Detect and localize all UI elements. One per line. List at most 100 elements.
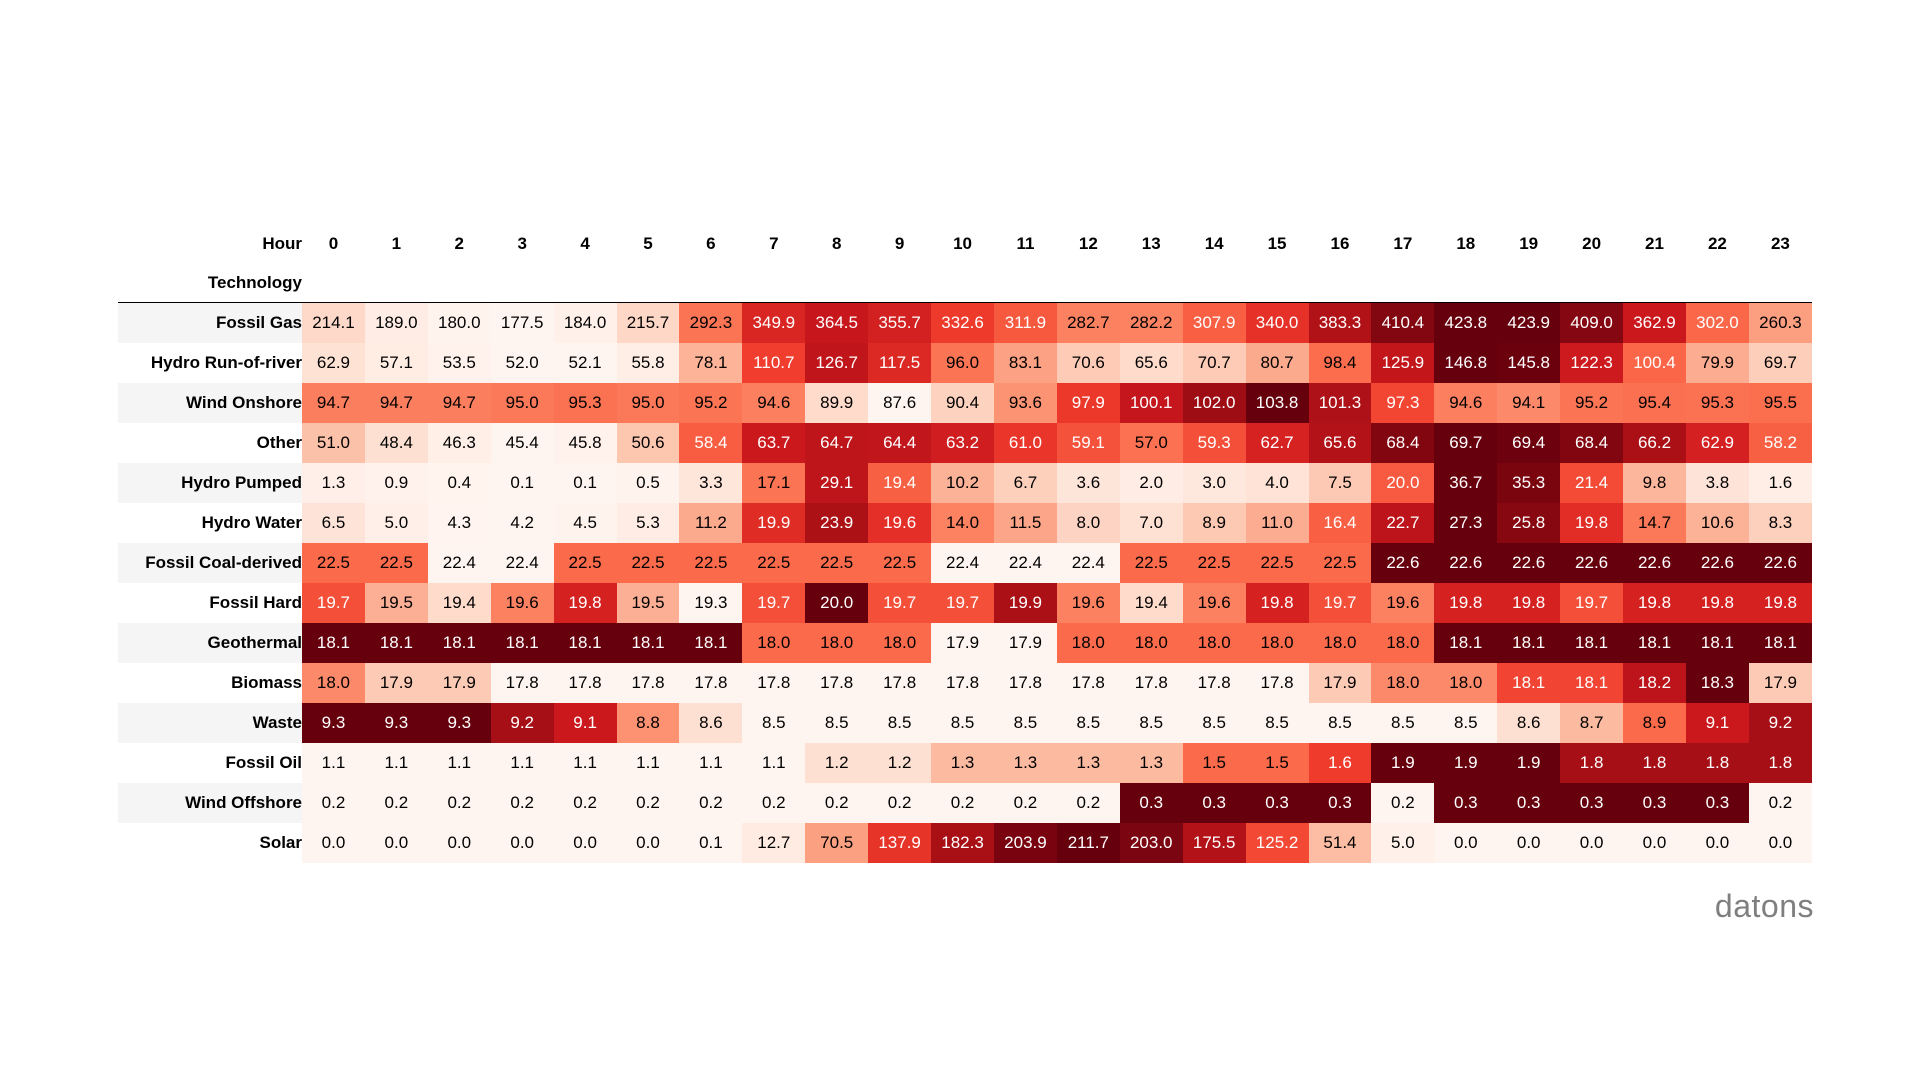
- heatmap-cell: 17.8: [931, 662, 994, 703]
- heatmap-cell: 19.6: [1056, 582, 1120, 623]
- hour-header: 19: [1519, 234, 1539, 253]
- row-label: Geothermal: [118, 622, 303, 663]
- technology-header-row: Technology: [118, 264, 1812, 303]
- heatmap-cell: 17.8: [993, 662, 1057, 703]
- heatmap-cell: 8.8: [616, 702, 680, 743]
- heatmap-cell: 1.5: [1182, 742, 1246, 783]
- heatmap-cell: 62.9: [1685, 422, 1749, 463]
- heatmap-cell: 311.9: [993, 302, 1057, 343]
- heatmap-cell: 22.6: [1748, 542, 1812, 583]
- hour-header: 2: [454, 234, 465, 253]
- heatmap-cell: 17.1: [742, 462, 806, 503]
- hour-header: 15: [1267, 234, 1287, 253]
- hour-header: 8: [831, 234, 842, 253]
- hour-header: 18: [1456, 234, 1476, 253]
- heatmap-cell: 102.0: [1182, 382, 1246, 423]
- heatmap-cell: 8.9: [1623, 702, 1686, 743]
- heatmap-cell: 18.1: [1434, 622, 1498, 663]
- heatmap-cell: 90.4: [931, 382, 994, 423]
- heatmap-cell: 383.3: [1308, 302, 1372, 343]
- heatmap-cell: 9.3: [302, 702, 365, 743]
- heatmap-cell: 1.1: [553, 742, 617, 783]
- heatmap-cell: 0.4: [427, 462, 491, 503]
- heatmap-cell: 0.2: [1056, 782, 1120, 823]
- heatmap-cell: 18.0: [1308, 622, 1372, 663]
- heatmap-cell: 282.2: [1119, 302, 1183, 343]
- heatmap-cell: 57.1: [364, 342, 428, 383]
- heatmap-cell: 175.5: [1182, 822, 1246, 863]
- heatmap-cell: 16.4: [1308, 502, 1372, 543]
- heatmap-cell: 180.0: [427, 302, 491, 343]
- heatmap-cell: 1.8: [1748, 742, 1812, 783]
- row-label: Hydro Water: [118, 502, 303, 543]
- heatmap-cell: 8.0: [1056, 502, 1120, 543]
- heatmap-cell: 0.9: [364, 462, 428, 503]
- heatmap-cell: 423.9: [1497, 302, 1561, 343]
- heatmap-cell: 19.7: [1308, 582, 1372, 623]
- heatmap-cell: 349.9: [742, 302, 806, 343]
- heatmap-cell: 57.0: [1119, 422, 1183, 463]
- heatmap-cell: 0.3: [1623, 782, 1686, 823]
- row-label: Solar: [118, 822, 303, 863]
- heatmap-cell: 25.8: [1497, 502, 1561, 543]
- heatmap-cell: 0.3: [1560, 782, 1624, 823]
- heatmap-cell: 1.3: [302, 462, 365, 503]
- hour-header: 4: [580, 234, 590, 253]
- heatmap-cell: 177.5: [490, 302, 554, 343]
- heatmap-cell: 55.8: [616, 342, 680, 383]
- heatmap-cell: 0.0: [1434, 822, 1498, 863]
- heatmap-cell: 4.5: [553, 502, 617, 543]
- heatmap-cell: 0.0: [553, 822, 617, 863]
- row-label: Biomass: [118, 662, 303, 703]
- heatmap-cell: 79.9: [1685, 342, 1749, 383]
- heatmap-cell: 0.0: [427, 822, 491, 863]
- heatmap-cell: 65.6: [1308, 422, 1372, 463]
- heatmap-cell: 50.6: [616, 422, 680, 463]
- heatmap-cell: 19.6: [868, 502, 932, 543]
- heatmap-row: Fossil Oil 1.1 1.1 1.1 1.1 1.1 1.1 1.1 1.1 1.2 1.2…: [118, 742, 1812, 783]
- heatmap-cell: 22.6: [1371, 542, 1435, 583]
- heatmap-cell: 36.7: [1434, 462, 1498, 503]
- heatmap-cell: 8.5: [1182, 702, 1246, 743]
- heatmap-cell: 17.8: [1182, 662, 1246, 703]
- heatmap-cell: 95.0: [490, 382, 554, 423]
- hour-header: 11: [1016, 234, 1035, 253]
- heatmap-cell: 94.7: [427, 382, 491, 423]
- heatmap-cell: 22.6: [1497, 542, 1561, 583]
- heatmap-row: Solar 0.0 0.0 0.0 0.0 0.0 0.0 0.1 12.7 70.5 137.9 1…: [118, 822, 1812, 863]
- heatmap-cell: 18.1: [1560, 662, 1624, 703]
- heatmap-row: Geothermal 18.1 18.1 18.1 18.1 18.1 18.1 18.1 18…: [118, 622, 1812, 663]
- heatmap-cell: 1.3: [1119, 742, 1183, 783]
- heatmap-cell: 18.0: [1182, 622, 1246, 663]
- heatmap-cell: 0.0: [490, 822, 554, 863]
- heatmap-cell: 22.4: [427, 542, 491, 583]
- heatmap-cell: 96.0: [931, 342, 994, 383]
- heatmap-cell: 18.1: [1497, 662, 1561, 703]
- heatmap-cell: 70.6: [1056, 342, 1120, 383]
- heatmap-cell: 18.1: [1685, 622, 1749, 663]
- heatmap-cell: 17.9: [364, 662, 428, 703]
- heatmap-cell: 215.7: [616, 302, 680, 343]
- heatmap-cell: 0.3: [1497, 782, 1561, 823]
- heatmap-cell: 0.3: [1119, 782, 1183, 823]
- heatmap-cell: 1.5: [1245, 742, 1309, 783]
- heatmap-row: Wind Onshore 94.7 94.7 94.7 95.0 95.3 95.0 95.2…: [118, 382, 1812, 423]
- hour-header: 17: [1393, 234, 1413, 253]
- heatmap-cell: 22.5: [868, 542, 932, 583]
- heatmap-cell: 18.1: [427, 622, 491, 663]
- heatmap-cell: 5.0: [364, 502, 428, 543]
- heatmap-cell: 9.2: [490, 702, 554, 743]
- heatmap-cell: 98.4: [1308, 342, 1372, 383]
- heatmap-cell: 19.4: [427, 582, 491, 623]
- heatmap-cell: 14.7: [1623, 502, 1686, 543]
- brand-watermark: datons: [1714, 888, 1814, 924]
- heatmap-cell: 1.6: [1748, 462, 1812, 503]
- heatmap-cell: 9.2: [1748, 702, 1812, 743]
- heatmap-cell: 18.1: [1560, 622, 1624, 663]
- heatmap-cell: 203.0: [1119, 822, 1183, 863]
- heatmap-cell: 70.7: [1182, 342, 1246, 383]
- heatmap-cell: 69.7: [1748, 342, 1812, 383]
- heatmap-cell: 409.0: [1560, 302, 1624, 343]
- heatmap-cell: 18.1: [490, 622, 554, 663]
- hour-header: 3: [517, 234, 527, 253]
